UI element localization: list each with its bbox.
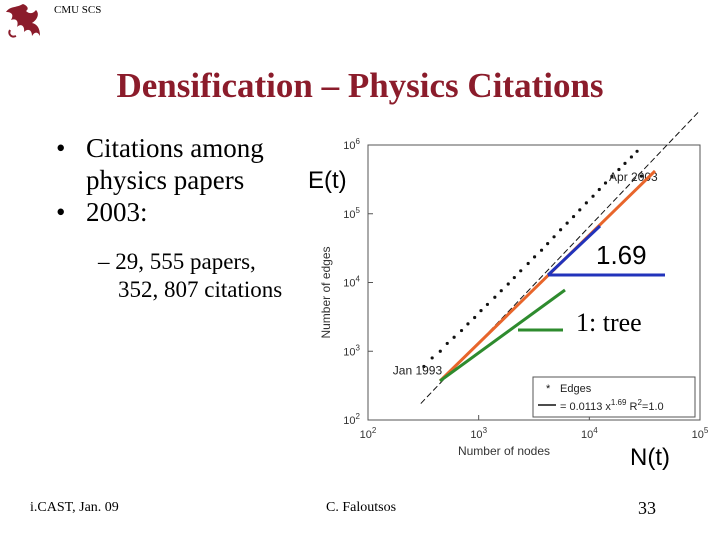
bullet-item: • Citations among physics papers	[56, 132, 264, 196]
x-tick-label: 102	[360, 426, 377, 441]
data-point	[438, 349, 442, 353]
orange-fit-overlay	[438, 169, 657, 383]
plot-frame	[367, 144, 701, 421]
x-tick-label: 103	[470, 426, 487, 441]
data-point	[571, 214, 576, 219]
data-point	[519, 269, 523, 273]
data-point	[466, 322, 470, 326]
logo-text: CMU SCS	[54, 4, 102, 16]
tree-slope-line	[439, 288, 566, 383]
bullet-item: • 2003:	[56, 196, 264, 228]
y-tick-label: 104	[343, 275, 360, 290]
legend-entry-edges: Edges	[560, 383, 592, 395]
legend-entry-fit: = 0.0113 x1.69 R2=1.0	[560, 398, 664, 413]
sub-bullet-line-cont: 352, 807 citations	[118, 277, 283, 302]
bullet-line: Citations among	[86, 133, 264, 163]
chart-annotation: Jan 1993	[393, 363, 443, 377]
footer-left: i.CAST, Jan. 09	[30, 500, 119, 515]
data-point	[635, 149, 639, 153]
data-point	[506, 282, 510, 286]
chart-annotation: Apr 2003	[609, 170, 658, 184]
x-axis-label: Number of nodes	[458, 444, 550, 458]
label-n-t: N(t)	[630, 444, 670, 471]
footer-center: C. Faloutsos	[326, 500, 397, 515]
data-point	[591, 194, 595, 198]
data-point	[584, 201, 588, 205]
data-point	[459, 328, 464, 333]
data-point	[539, 248, 544, 252]
legend: * Edges = 0.0113 x1.69 R2=1.0	[532, 376, 696, 418]
sub-bullet-list: – 29, 555 papers, 352, 807 citations	[98, 248, 282, 304]
bullet-list: • Citations among physics papers • 2003:	[56, 132, 264, 228]
data-point	[532, 255, 537, 259]
label-e-t: E(t)	[308, 167, 347, 194]
data-point	[473, 315, 477, 320]
x-tick-label: 104	[581, 426, 598, 441]
bullet-marker: •	[56, 197, 66, 227]
data-point	[485, 302, 490, 307]
data-point	[597, 187, 601, 192]
bullet-line: physics papers	[86, 165, 245, 195]
data-point	[430, 356, 434, 360]
data-point	[617, 167, 621, 172]
data-point	[603, 181, 608, 185]
y-tick-label: 105	[343, 206, 360, 221]
data-point	[512, 275, 516, 280]
data-point	[499, 289, 503, 293]
data-point	[493, 295, 497, 299]
label-slope: 1.69	[596, 240, 647, 270]
bullet-marker: •	[56, 133, 66, 163]
sub-bullet-marker: –	[98, 249, 110, 274]
data-point	[422, 364, 426, 369]
y-tick-label: 106	[343, 137, 360, 152]
data-point	[546, 241, 550, 246]
data-point	[629, 155, 634, 159]
slope-1-69-diagonal	[546, 224, 602, 277]
y-axis-label: Number of edges	[319, 246, 333, 338]
data-point	[565, 221, 569, 225]
data-point	[578, 208, 582, 212]
sub-bullet-item: – 29, 555 papers,	[98, 248, 282, 276]
y-tick-label: 102	[343, 412, 360, 427]
legend-box	[532, 376, 696, 418]
data-point	[479, 309, 483, 313]
legend-marker: *	[546, 383, 551, 395]
dragon-logo-icon	[6, 4, 40, 38]
data-point	[552, 235, 556, 239]
data-point	[623, 161, 627, 165]
label-tree: 1: tree	[576, 308, 642, 337]
y-tick-label: 103	[343, 343, 360, 358]
x-tick-label: 105	[692, 426, 709, 441]
page-number: 33	[638, 498, 656, 518]
sub-bullet-line: 29, 555 papers,	[115, 249, 256, 274]
bullet-line: 2003:	[86, 197, 148, 227]
data-point	[445, 341, 449, 346]
data-point	[452, 335, 456, 339]
data-point	[639, 174, 644, 178]
fit-line	[420, 110, 701, 404]
data-point	[559, 228, 563, 232]
data-point	[526, 261, 530, 266]
slide-title: Densification – Physics Citations	[116, 66, 604, 105]
data-point	[610, 174, 614, 178]
